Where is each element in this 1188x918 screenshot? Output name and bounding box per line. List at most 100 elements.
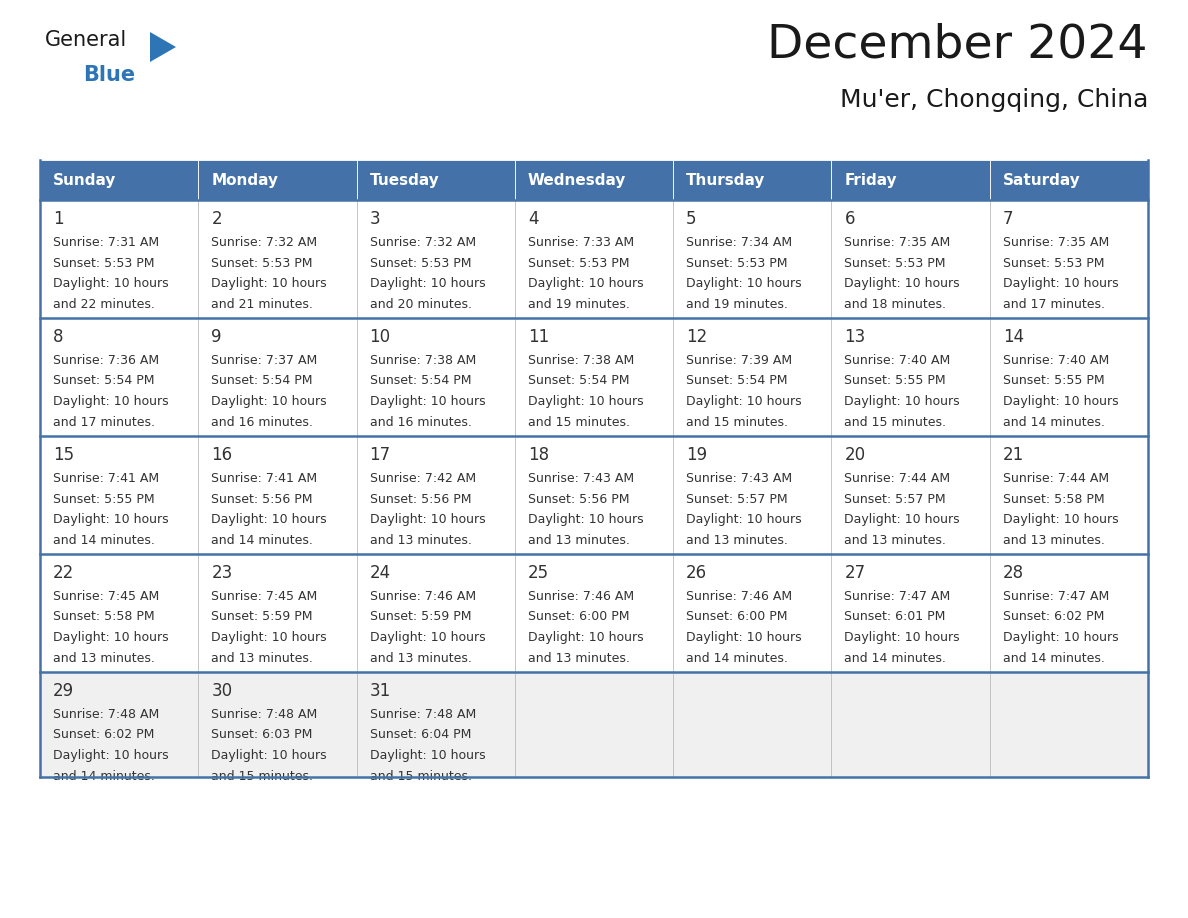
Text: Sunset: 5:57 PM: Sunset: 5:57 PM [845,492,946,506]
Text: and 15 minutes.: and 15 minutes. [527,416,630,429]
Bar [198,436,356,554]
Text: Sunset: 6:02 PM: Sunset: 6:02 PM [1003,610,1104,623]
Text: 25: 25 [527,564,549,582]
Text: Daylight: 10 hours: Daylight: 10 hours [687,277,802,290]
Bar [674,200,832,318]
Text: Sunset: 5:53 PM: Sunset: 5:53 PM [53,256,154,270]
Bar [40,672,198,777]
Text: and 17 minutes.: and 17 minutes. [1003,297,1105,310]
Text: Sunset: 5:53 PM: Sunset: 5:53 PM [687,256,788,270]
Bar [198,160,356,200]
Text: Daylight: 10 hours: Daylight: 10 hours [527,513,644,526]
Text: Sunrise: 7:40 AM: Sunrise: 7:40 AM [845,354,950,367]
Bar [990,200,1148,318]
Text: Sunset: 5:58 PM: Sunset: 5:58 PM [1003,492,1105,506]
Bar [40,200,198,318]
Text: Sunrise: 7:47 AM: Sunrise: 7:47 AM [845,590,950,603]
Text: Sunrise: 7:48 AM: Sunrise: 7:48 AM [369,708,476,721]
Bar [514,318,674,436]
Text: and 14 minutes.: and 14 minutes. [1003,652,1105,665]
Text: and 16 minutes.: and 16 minutes. [369,416,472,429]
Text: and 17 minutes.: and 17 minutes. [53,416,154,429]
Text: and 14 minutes.: and 14 minutes. [53,533,154,546]
Text: Thursday: Thursday [687,173,765,187]
Bar [832,200,990,318]
Text: 22: 22 [53,564,74,582]
Text: Sunrise: 7:44 AM: Sunrise: 7:44 AM [1003,472,1108,485]
Bar [990,160,1148,200]
Text: Sunset: 6:04 PM: Sunset: 6:04 PM [369,729,470,742]
Bar [356,318,514,436]
Bar [832,160,990,200]
Text: 16: 16 [211,446,233,464]
Bar [990,554,1148,672]
Text: 26: 26 [687,564,707,582]
Bar [832,318,990,436]
Text: and 13 minutes.: and 13 minutes. [369,652,472,665]
Text: Wednesday: Wednesday [527,173,626,187]
Text: Daylight: 10 hours: Daylight: 10 hours [211,631,327,644]
Text: Daylight: 10 hours: Daylight: 10 hours [527,395,644,408]
Text: and 22 minutes.: and 22 minutes. [53,297,154,310]
Text: Sunset: 5:54 PM: Sunset: 5:54 PM [369,375,472,387]
Text: 8: 8 [53,328,63,346]
Text: Daylight: 10 hours: Daylight: 10 hours [211,277,327,290]
Text: Sunrise: 7:48 AM: Sunrise: 7:48 AM [53,708,159,721]
Text: and 13 minutes.: and 13 minutes. [527,652,630,665]
Bar [40,554,198,672]
Text: Sunrise: 7:45 AM: Sunrise: 7:45 AM [53,590,159,603]
Text: Daylight: 10 hours: Daylight: 10 hours [845,395,960,408]
Text: and 13 minutes.: and 13 minutes. [211,652,314,665]
Text: Daylight: 10 hours: Daylight: 10 hours [211,395,327,408]
Text: Sunset: 5:56 PM: Sunset: 5:56 PM [369,492,472,506]
Text: Sunrise: 7:39 AM: Sunrise: 7:39 AM [687,354,792,367]
Text: Friday: Friday [845,173,897,187]
Text: Sunrise: 7:32 AM: Sunrise: 7:32 AM [369,236,475,249]
Bar [40,160,198,200]
Text: 13: 13 [845,328,866,346]
Text: 7: 7 [1003,210,1013,228]
Text: and 14 minutes.: and 14 minutes. [211,533,314,546]
Text: Sunrise: 7:35 AM: Sunrise: 7:35 AM [1003,236,1108,249]
Text: Saturday: Saturday [1003,173,1080,187]
Text: Sunrise: 7:43 AM: Sunrise: 7:43 AM [527,472,634,485]
Text: Daylight: 10 hours: Daylight: 10 hours [369,395,485,408]
Text: 9: 9 [211,328,222,346]
Text: and 13 minutes.: and 13 minutes. [687,533,788,546]
Text: 3: 3 [369,210,380,228]
Bar [514,436,674,554]
Text: Sunrise: 7:35 AM: Sunrise: 7:35 AM [845,236,950,249]
Bar [514,554,674,672]
Bar [674,160,832,200]
Text: and 15 minutes.: and 15 minutes. [845,416,947,429]
Text: and 14 minutes.: and 14 minutes. [1003,416,1105,429]
Text: Daylight: 10 hours: Daylight: 10 hours [369,513,485,526]
Text: 1: 1 [53,210,64,228]
Text: Sunset: 6:00 PM: Sunset: 6:00 PM [527,610,630,623]
Text: 19: 19 [687,446,707,464]
Text: Sunset: 6:02 PM: Sunset: 6:02 PM [53,729,154,742]
Bar [356,672,514,777]
Text: Daylight: 10 hours: Daylight: 10 hours [211,749,327,762]
Text: 5: 5 [687,210,696,228]
Text: Sunset: 6:03 PM: Sunset: 6:03 PM [211,729,312,742]
Text: Sunset: 5:59 PM: Sunset: 5:59 PM [369,610,472,623]
Text: Daylight: 10 hours: Daylight: 10 hours [369,749,485,762]
Text: Sunset: 5:55 PM: Sunset: 5:55 PM [1003,375,1105,387]
Text: 6: 6 [845,210,855,228]
Text: and 14 minutes.: and 14 minutes. [687,652,788,665]
Bar [674,672,832,777]
Text: Sunset: 5:53 PM: Sunset: 5:53 PM [845,256,946,270]
Text: Daylight: 10 hours: Daylight: 10 hours [527,277,644,290]
Text: 11: 11 [527,328,549,346]
Text: 23: 23 [211,564,233,582]
Bar [832,554,990,672]
Text: Sunrise: 7:48 AM: Sunrise: 7:48 AM [211,708,317,721]
Text: Daylight: 10 hours: Daylight: 10 hours [1003,277,1118,290]
Text: Daylight: 10 hours: Daylight: 10 hours [369,631,485,644]
Text: 14: 14 [1003,328,1024,346]
Bar [674,554,832,672]
Text: and 21 minutes.: and 21 minutes. [211,297,314,310]
Text: and 13 minutes.: and 13 minutes. [1003,533,1105,546]
Text: Sunset: 5:53 PM: Sunset: 5:53 PM [527,256,630,270]
